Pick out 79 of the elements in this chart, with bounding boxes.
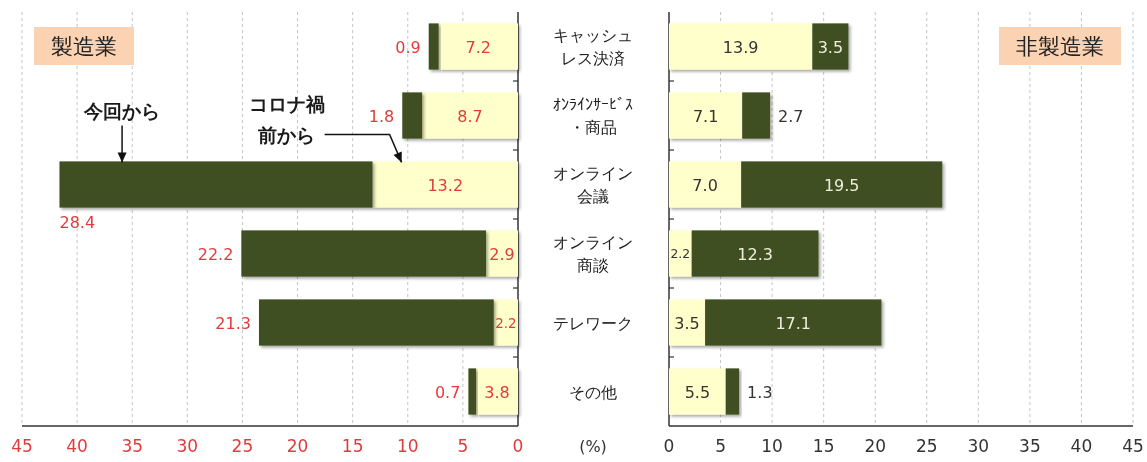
- bar: [422, 92, 518, 139]
- data-label: 2.9: [489, 244, 515, 263]
- x-tick-label: 45: [11, 436, 33, 456]
- x-tick-label: 40: [66, 436, 88, 456]
- data-label: 2.2: [495, 315, 517, 330]
- y-tick-label: ｵﾝﾗｲﾝｻｰﾋﾞｽ・商品: [553, 94, 633, 137]
- bar: [669, 161, 742, 208]
- data-label: 13.2: [427, 175, 464, 194]
- bar: [402, 92, 423, 139]
- bar: [486, 230, 518, 277]
- data-label: 7.2: [465, 37, 492, 56]
- data-label: 28.4: [59, 212, 96, 232]
- bar: [438, 23, 518, 70]
- data-label: 3.8: [484, 382, 510, 401]
- x-tick-label: 45: [1122, 436, 1144, 456]
- x-tick-label: 25: [915, 436, 938, 456]
- y-tick-label: キャッシュレス決済: [553, 25, 633, 68]
- data-label: 12.3: [737, 244, 773, 263]
- x-tick-label: 0: [512, 436, 524, 456]
- x-tick-label: 40: [1070, 436, 1093, 456]
- bar: [59, 161, 373, 208]
- data-label: 0.7: [434, 382, 461, 401]
- data-label: 3.5: [817, 37, 844, 56]
- text: 今回から: [83, 100, 161, 123]
- x-tick-label: 10: [396, 436, 419, 456]
- bar: [372, 161, 518, 208]
- bar: [669, 230, 692, 277]
- y-tick-label: テレワーク: [553, 313, 633, 332]
- data-label: 22.2: [197, 244, 234, 263]
- bar: [428, 23, 439, 70]
- data-label: 17.1: [775, 313, 812, 332]
- y-tick-label: オンライン会議: [553, 163, 633, 206]
- x-tick-label: 10: [761, 436, 783, 456]
- text: 製造業: [51, 33, 117, 59]
- bar: [705, 299, 882, 346]
- x-tick-label: 35: [121, 436, 144, 456]
- x-tick-label: 0: [663, 436, 675, 456]
- x-tick-label: 15: [341, 436, 364, 456]
- bar: [258, 299, 494, 346]
- text: 非製造業: [1016, 33, 1104, 59]
- bar: [493, 299, 518, 346]
- data-label: 1.8: [368, 106, 395, 125]
- data-label: 2.7: [778, 106, 804, 125]
- x-axis-title: (%): [579, 436, 607, 456]
- bar: [741, 161, 943, 208]
- data-label: 19.5: [823, 175, 860, 194]
- data-label: 13.9: [722, 37, 759, 56]
- data-label: 7.1: [692, 106, 719, 125]
- data-label: 5.5: [684, 382, 711, 401]
- x-tick-label: 5: [715, 436, 726, 456]
- bar: [725, 368, 740, 415]
- bar: [812, 23, 849, 70]
- x-tick-label: 20: [864, 436, 887, 456]
- text: コロナ禍前から: [248, 92, 325, 146]
- x-tick-label: 30: [176, 436, 199, 456]
- data-label: 0.9: [395, 37, 421, 56]
- y-tick-label: オンライン商談: [553, 232, 633, 275]
- bar: [669, 92, 743, 139]
- bar: [669, 299, 706, 346]
- data-label: 8.7: [457, 106, 483, 125]
- x-tick-label: 20: [286, 436, 309, 456]
- bar: [468, 368, 477, 415]
- bar: [669, 368, 726, 415]
- bar: [476, 368, 518, 415]
- x-tick-label: 15: [812, 436, 835, 456]
- x-tick-label: 5: [457, 436, 469, 456]
- x-tick-label: 25: [231, 436, 254, 456]
- y-tick-label: その他: [569, 382, 617, 401]
- x-tick-label: 35: [1019, 436, 1041, 456]
- bar: [669, 23, 813, 70]
- data-label: 1.3: [747, 382, 773, 401]
- bar: [691, 230, 819, 277]
- data-label: 2.2: [670, 246, 691, 261]
- data-label: 3.5: [674, 313, 700, 332]
- bar: [742, 92, 771, 139]
- x-tick-label: 30: [967, 436, 990, 456]
- data-label: 21.3: [215, 313, 251, 332]
- data-label: 7.0: [692, 175, 718, 194]
- bar: [241, 230, 487, 277]
